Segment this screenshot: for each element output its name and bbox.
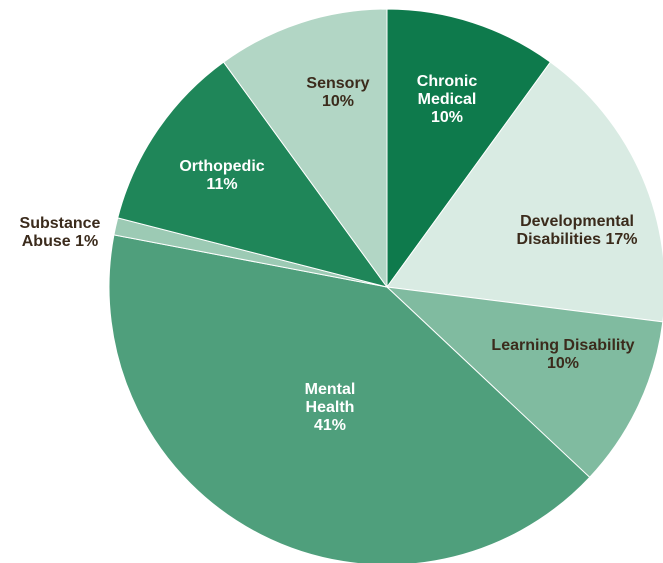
pie-slice <box>385 286 663 479</box>
slice-label: Sensory 10% <box>298 75 378 111</box>
slice-label: Substance Abuse 1% <box>5 215 115 251</box>
slice-label: Learning Disability 10% <box>488 337 638 373</box>
value-label: 10% <box>546 355 580 372</box>
value-label: 10% <box>430 109 464 126</box>
slice-label: Chronic Medical 10% <box>407 73 487 127</box>
pie-slice <box>117 61 389 288</box>
category-label: Learning Disability <box>491 337 635 354</box>
pie-slice <box>386 8 552 289</box>
category-label: Sensory <box>306 75 370 92</box>
slice-label: Mental Health 41% <box>295 381 365 435</box>
pie-slice <box>108 234 591 563</box>
pie-slice <box>386 61 663 323</box>
category-label: Orthopedic <box>179 158 265 175</box>
value-label: 1% <box>75 233 99 250</box>
category-label: Developmental Disabilities <box>516 213 634 248</box>
category-label: Substance Abuse <box>19 215 101 250</box>
value-label: 11% <box>206 176 238 193</box>
category-label: Mental Health <box>304 381 356 416</box>
slice-label: Developmental Disabilities 17% <box>497 213 657 249</box>
pie-slice <box>222 8 388 289</box>
value-label: 10% <box>321 93 355 110</box>
value-label: 17% <box>605 231 638 248</box>
slice-label: Orthopedic 11% <box>172 158 272 194</box>
category-label: Chronic Medical <box>416 73 478 108</box>
value-label: 41% <box>313 417 347 434</box>
